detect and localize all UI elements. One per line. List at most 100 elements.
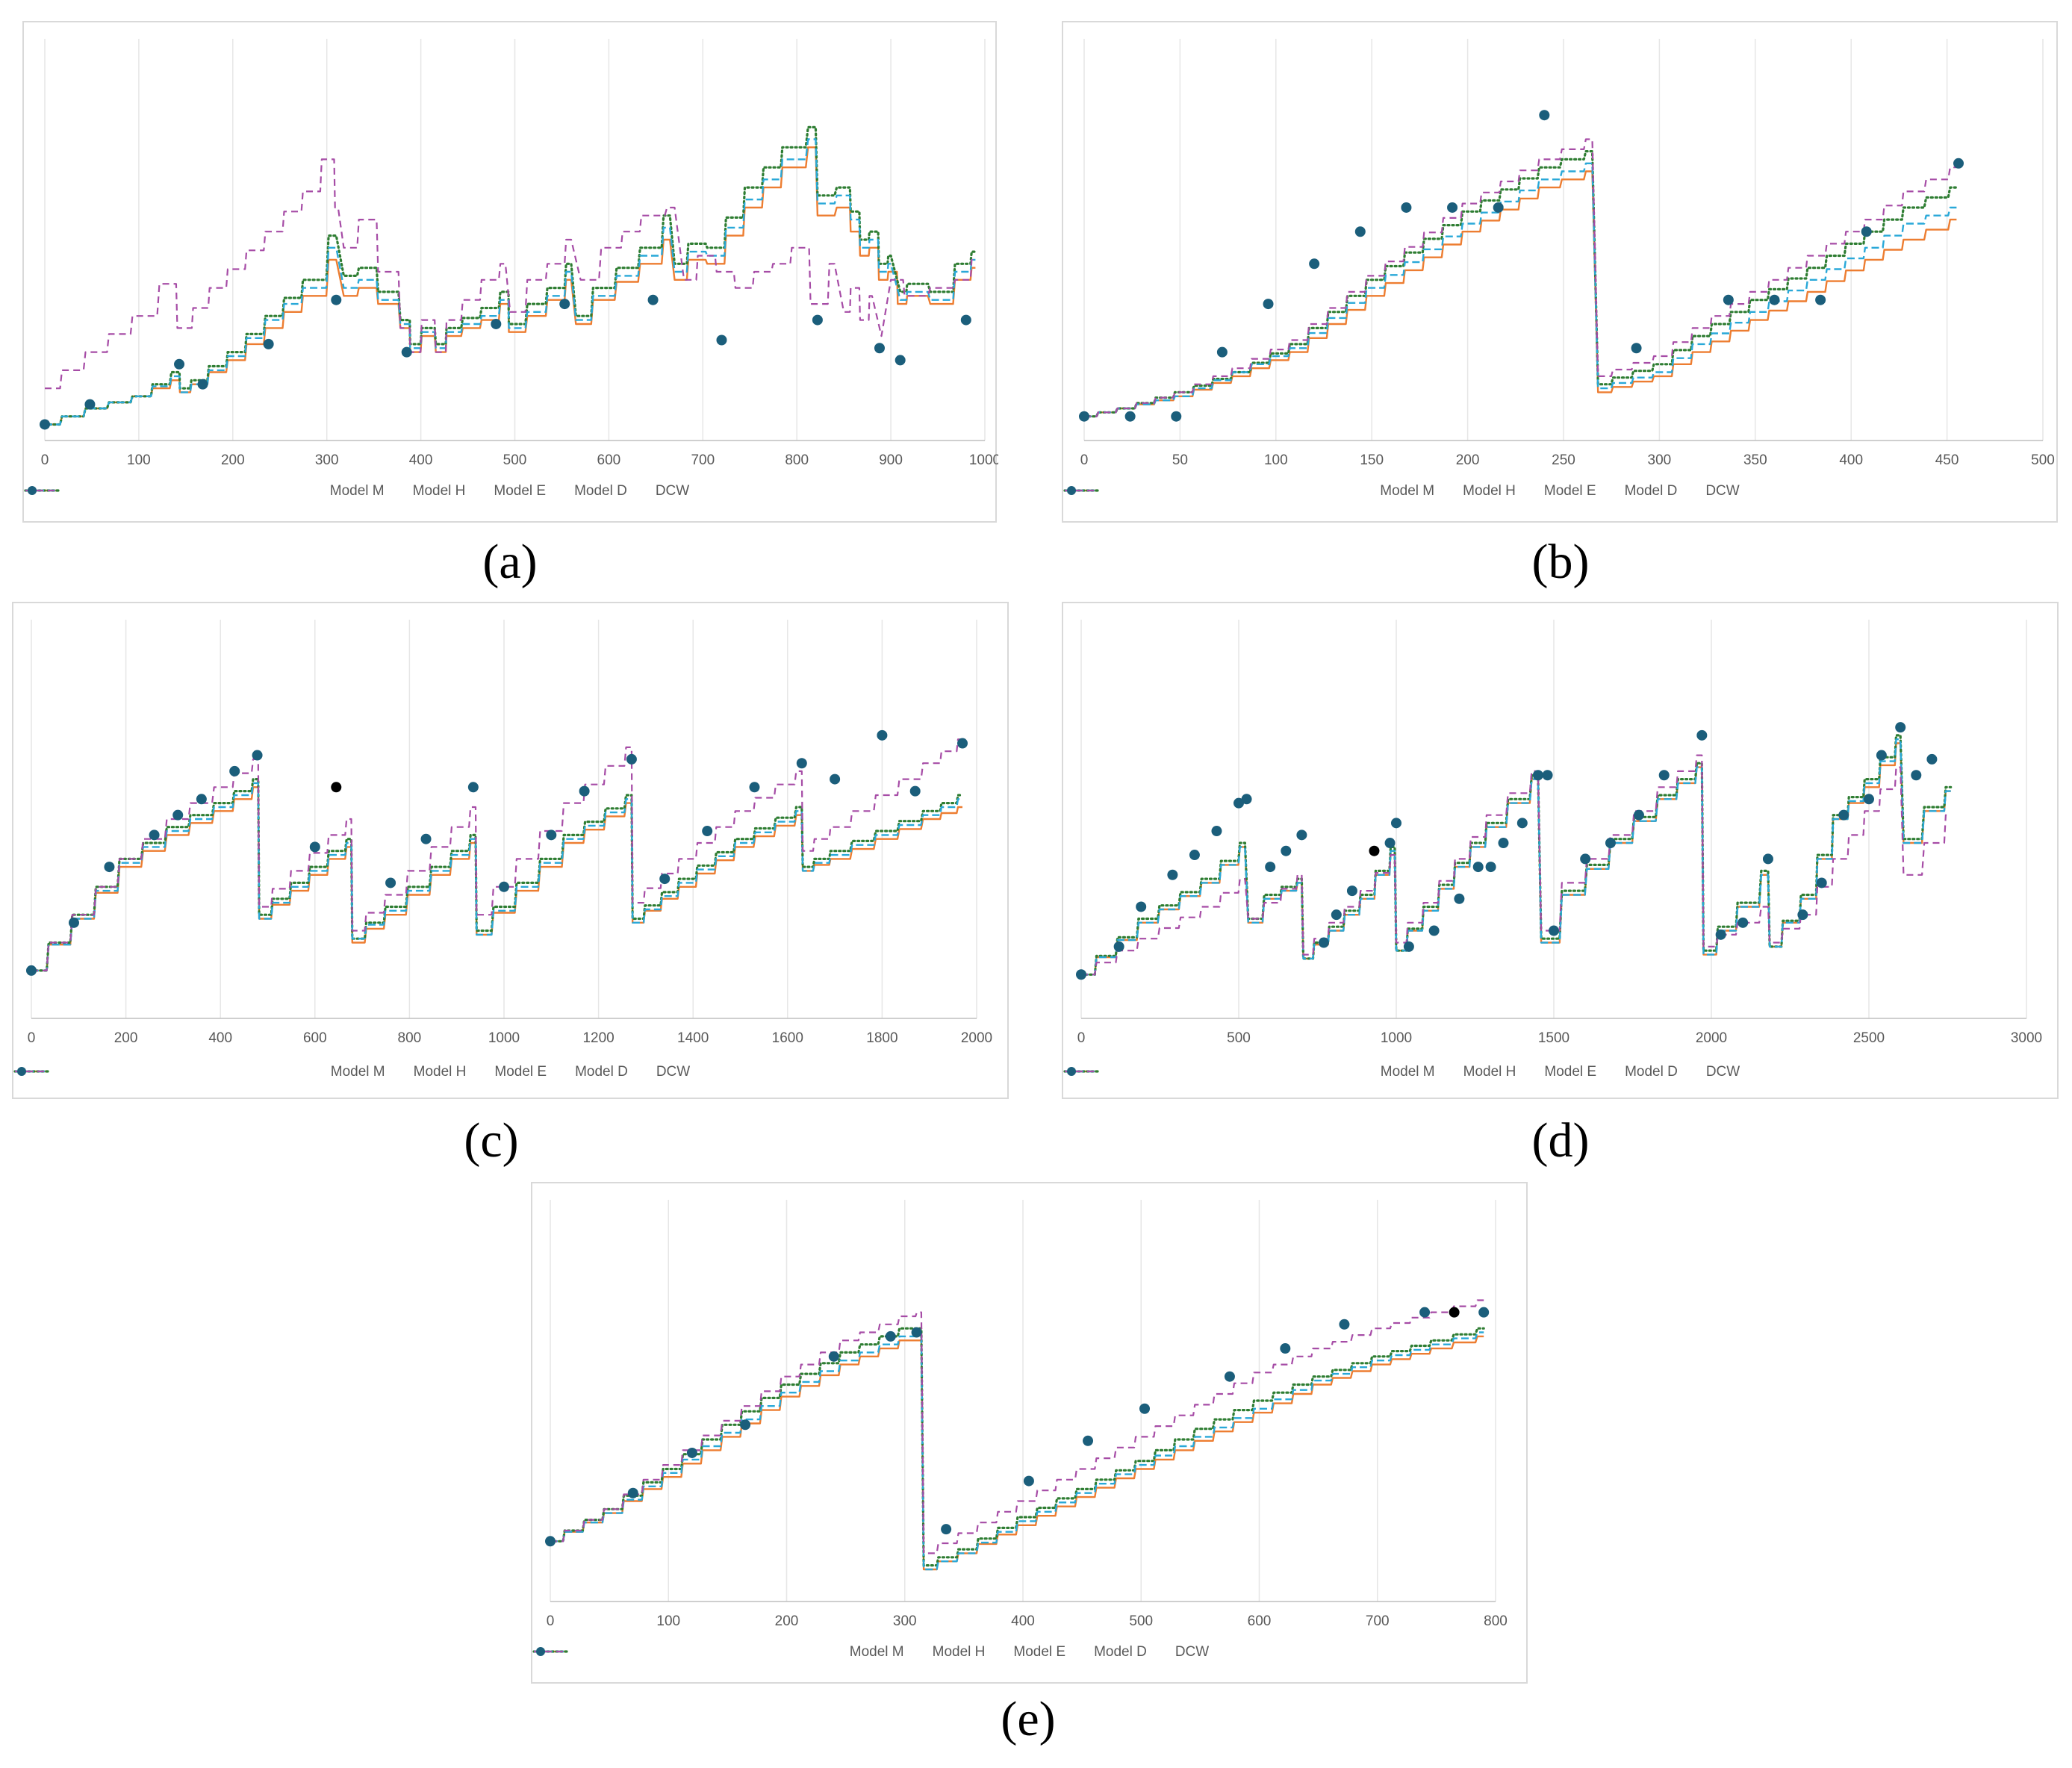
legend-b-item-model-m: Model M [1065,483,1434,499]
legend-e-label-dcw: DCW [1175,1644,1210,1660]
legend-e: Model M Model H Model E Model D DCW [532,1644,1526,1660]
legend-c-item-model-e: Model E [15,1064,547,1080]
chart-d-tick-label: 1000 [1381,1030,1412,1046]
chart-e-dcw-point [941,1524,952,1535]
legend-c-label-model-d: Model D [575,1064,628,1080]
chart-c-dcw-point [877,729,888,741]
chart-d-dcw-point [1136,901,1147,912]
chart-d-dcw-point [1369,845,1380,856]
chart-a-dcw-point [331,294,342,305]
chart-b-dcw-point [1079,411,1089,422]
chart-d-tick-label: 500 [1227,1030,1251,1046]
chart-a-tick-label: 500 [503,452,527,468]
chart-a-dcw-point [647,294,659,305]
chart-c-tick-label: 800 [398,1030,422,1046]
chart-e-series-model-m [550,1335,1484,1571]
chart-a-dcw-point [960,314,971,326]
chart-c-dcw-point [579,785,590,797]
chart-b-dcw-point [1216,346,1228,358]
chart-e-dcw-point [740,1419,751,1431]
chart-c-tick-label: 400 [208,1030,232,1046]
chart-e-tick-label: 0 [547,1613,555,1629]
chart-a-series-model-d [45,158,976,390]
chart-d-dcw-point [1737,917,1749,928]
chart-panel-c: 0 200 400 600 800 1000 1200 1400 1600 1800 2000 Mo… [12,602,1009,1099]
chart-d-dcw-point [1864,794,1874,805]
chart-c-tick-label: 1600 [772,1030,803,1046]
chart-a-tick-label: 1000 [969,452,998,468]
chart-d-dcw-point [1167,869,1178,880]
legend-c-item-dcw: DCW [17,1064,691,1080]
chart-c-dcw-point [626,753,637,765]
chart-b-tick-label: 250 [1552,452,1575,468]
chart-c-tick-label: 600 [303,1030,327,1046]
chart-d-dcw-point [1911,770,1922,781]
chart-b-tick-label: 100 [1264,452,1288,468]
chart-d-dcw-point [1346,885,1357,897]
chart-c-tick-label: 1200 [582,1030,614,1046]
legend-e-label-model-m: Model M [849,1644,904,1660]
chart-e-dcw-point [828,1351,839,1362]
chart-d-tick-label: 0 [1077,1030,1086,1046]
chart-c-dcw-point [499,881,509,892]
chart-e-tick-label: 600 [1248,1613,1272,1629]
chart-b-tick-label: 400 [1839,452,1863,468]
legend-e-label-model-d: Model D [1094,1644,1147,1660]
chart-a-tick-label: 100 [127,452,151,468]
chart-a-dcw-point [874,343,885,354]
chart-a-dcw-point [716,334,727,346]
chart-e-dcw-point [1449,1307,1460,1318]
chart-d-dcw-point [1516,818,1528,829]
chart-b-tick-label: 350 [1743,452,1767,468]
chart-d-dcw-point [1391,818,1401,829]
legend-d: Model M Model H Model E Model D DCW [1063,1064,2057,1080]
chart-d-dcw-point [1428,925,1440,936]
legend-a-item-model-m: Model M [25,483,385,499]
chart-d-dcw-point [1296,829,1307,841]
chart-a-series-model-e [45,138,976,426]
chart-b-dcw-point [1493,202,1504,213]
chart-b-tick-label: 300 [1648,452,1672,468]
chart-d-dcw-point [1498,838,1509,849]
legend-e-label-model-h: Model H [932,1644,986,1660]
panel-label-e: (e) [1001,1692,1056,1746]
legend-c-label-dcw: DCW [656,1064,691,1080]
chart-b-dcw-point [1309,258,1320,270]
chart-c-dcw-point [659,874,671,885]
chart-c-dcw-point [104,862,115,873]
chart-c-dcw-point [420,833,432,844]
chart-d-series-model-d [1081,754,1951,976]
chart-d-series-model-h [1080,734,1953,976]
chart-a-series-model-h [43,125,977,426]
chart-c-svg: 0 200 400 600 800 1000 1200 1400 1600 1800 2000 [26,620,992,1046]
chart-d-dcw-point [1580,853,1591,865]
legend-c-swatch-dcw [17,1067,26,1076]
legend-a-item-model-e: Model E [25,483,546,499]
chart-d-dcw-point [1762,853,1773,865]
chart-c-series-model-h [30,778,964,972]
legend-d-label-model-h: Model H [1463,1064,1516,1080]
chart-b-dcw-point [1815,294,1826,305]
chart-e-tick-label: 300 [893,1613,917,1629]
legend-d-item-model-m: Model M [1065,1064,1435,1080]
legend-c-label-model-m: Model M [330,1064,385,1080]
chart-d-dcw-point [1838,809,1849,821]
chart-a-dcw-point [174,358,185,370]
legend-a-item-model-h: Model H [24,483,465,499]
chart-b-dcw-point [1263,299,1274,310]
chart-a-tick-label: 600 [597,452,621,468]
chart-d-dcw-point [1331,909,1342,921]
chart-e-series-model-d [550,1299,1484,1554]
chart-e-tick-label: 400 [1011,1613,1035,1629]
legend-b-label-model-d: Model D [1624,483,1678,499]
chart-d-dcw-point [1715,929,1726,940]
chart-c-dcw-point [830,774,841,785]
chart-c-tick-label: 0 [28,1030,36,1046]
chart-a-tick-label: 700 [691,452,715,468]
chart-d-dcw-point [1265,862,1276,873]
legend-e-item-model-m: Model M [534,1644,904,1660]
chart-e-dcw-point [545,1536,556,1547]
legend-a-swatch-dcw [28,486,37,495]
legend-e-item-model-h: Model H [532,1644,986,1660]
chart-b-dcw-point [1171,411,1182,422]
